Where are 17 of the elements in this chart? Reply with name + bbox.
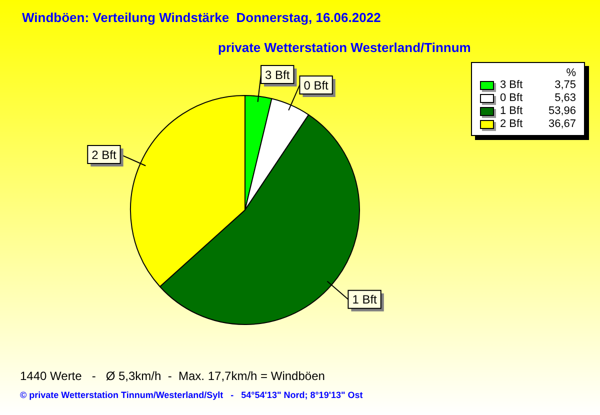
legend-label: 1 Bft — [500, 105, 524, 118]
text: 1440 Werte - Ø 5,3km/h - Max. 17,7km/h = Windböen — [20, 369, 325, 383]
slice-label: 2 Bft — [92, 148, 117, 162]
slice-label: 3 Bft — [265, 68, 290, 82]
legend-title: % — [565, 67, 576, 79]
legend-label: 0 Bft — [500, 92, 524, 105]
legend-label: 2 Bft — [500, 118, 524, 131]
data-label: 53,96 — [547, 105, 576, 118]
chart-subtitle: private Wetterstation Westerland/Tinnum — [218, 40, 471, 55]
data-label: 3,75 — [554, 79, 576, 92]
slice-label: 0 Bft — [304, 78, 330, 92]
chart-title: Windböen: Verteilung Windstärke Donnerstag, 16.06.2022 — [22, 10, 381, 25]
data-label: 5,63 — [554, 92, 576, 105]
data-label: 36,67 — [547, 118, 576, 131]
text: © private Wetterstation Tinnum/Westerland/Sylt - 54°54'13" Nord; 8°19'13" Ost — [20, 390, 363, 400]
legend-label: 3 Bft — [500, 79, 524, 92]
slice-label: 1 Bft — [352, 292, 378, 307]
